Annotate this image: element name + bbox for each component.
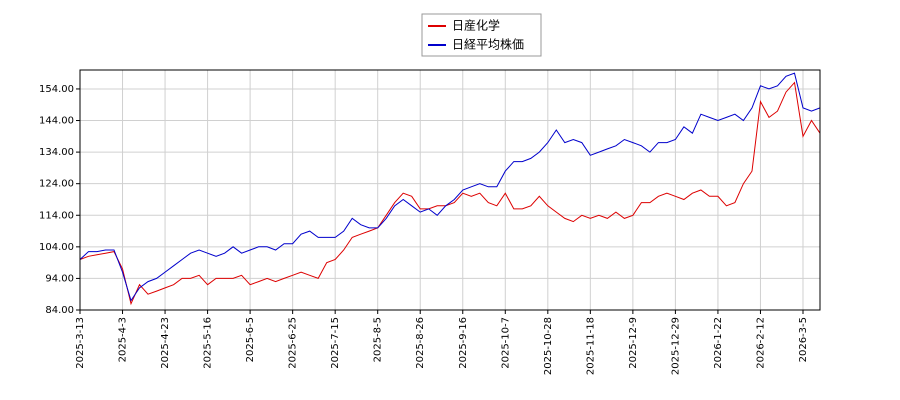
x-tick-label: 2025-10-7 [500, 317, 511, 369]
y-tick-label: 144.00 [39, 116, 74, 127]
x-tick-label: 2025-9-16 [458, 317, 469, 369]
legend-label: 日経平均株価 [452, 37, 524, 52]
legend-label: 日産化学 [452, 18, 500, 33]
x-tick-label: 2026-3-5 [798, 317, 809, 362]
y-tick-label: 94.00 [45, 273, 74, 284]
x-tick-label: 2025-11-18 [585, 317, 596, 375]
y-tick-label: 154.00 [39, 84, 74, 95]
x-tick-label: 2025-8-26 [415, 317, 426, 369]
y-tick-label: 114.00 [39, 210, 74, 221]
x-tick-label: 2025-7-15 [330, 317, 341, 369]
y-tick-label: 104.00 [39, 242, 74, 253]
x-tick-label: 2026-1-22 [713, 317, 724, 369]
x-tick-label: 2025-10-28 [543, 317, 554, 375]
x-tick-label: 2025-8-5 [373, 317, 384, 362]
data-line [79, 72, 821, 302]
x-tick-label: 2026-2-12 [755, 317, 766, 369]
x-tick-label: 2025-4-3 [118, 317, 129, 362]
x-tick-label: 2025-4-23 [160, 317, 171, 369]
x-tick-label: 2025-5-16 [203, 317, 214, 369]
x-tick-label: 2025-12-29 [670, 317, 681, 375]
y-tick-label: 84.00 [45, 305, 74, 316]
x-tick-label: 2025-6-25 [288, 317, 299, 369]
x-tick-label: 2025-6-5 [245, 317, 256, 362]
x-tick-label: 2025-3-13 [75, 317, 86, 369]
x-tick-label: 2025-12-9 [628, 317, 639, 369]
y-tick-label: 134.00 [39, 147, 74, 158]
plot-frame [79, 69, 821, 311]
y-tick-label: 124.00 [39, 179, 74, 190]
legend-box [421, 13, 542, 57]
data-line [79, 81, 821, 306]
